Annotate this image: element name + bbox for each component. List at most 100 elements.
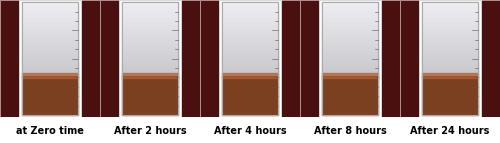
Bar (322, 76, 378, 115)
Bar (422, 57, 478, 61)
Bar (122, 17, 178, 21)
Bar (422, 68, 478, 72)
Bar (122, 68, 178, 72)
Bar (222, 35, 278, 39)
Bar (22, 24, 78, 28)
Bar (222, 54, 278, 57)
Bar (422, 17, 478, 21)
Text: After 8 hours: After 8 hours (314, 126, 386, 136)
Bar (22, 76, 78, 115)
Bar (322, 28, 378, 32)
Bar (422, 2, 478, 115)
Bar (122, 43, 178, 46)
Bar (122, 13, 178, 17)
Bar (22, 68, 78, 72)
Bar (422, 43, 478, 46)
Bar (322, 24, 378, 28)
Bar (322, 13, 378, 17)
Bar (22, 64, 78, 68)
Bar (222, 68, 278, 72)
Bar (22, 17, 78, 21)
Bar (422, 50, 478, 54)
Bar (422, 73, 478, 78)
Bar (422, 24, 478, 28)
Bar (322, 43, 378, 46)
Bar (222, 17, 278, 21)
Bar (82, 0, 100, 117)
Bar (22, 13, 78, 17)
Bar (122, 28, 178, 32)
Bar (22, 61, 78, 64)
Bar (22, 28, 78, 32)
Bar (322, 50, 378, 54)
Bar (422, 76, 478, 115)
Bar (122, 72, 178, 76)
Bar (122, 39, 178, 43)
Bar (322, 32, 378, 35)
Bar (22, 10, 78, 13)
Bar (322, 21, 378, 24)
Bar (322, 6, 378, 10)
Bar (322, 2, 378, 115)
Text: After 4 hours: After 4 hours (214, 126, 286, 136)
Bar (322, 68, 378, 72)
Bar (122, 32, 178, 35)
Bar (422, 2, 478, 6)
Bar (22, 2, 78, 115)
Bar (222, 64, 278, 68)
Bar (422, 61, 478, 64)
Bar (222, 43, 278, 46)
Bar (322, 35, 378, 39)
Bar (22, 21, 78, 24)
Bar (422, 6, 478, 10)
Bar (322, 2, 378, 6)
Text: After 2 hours: After 2 hours (114, 126, 186, 136)
Bar (222, 28, 278, 32)
Bar (22, 72, 78, 76)
Bar (222, 50, 278, 54)
Bar (422, 32, 478, 35)
Bar (300, 0, 318, 117)
Bar (22, 6, 78, 10)
Bar (322, 39, 378, 43)
Bar (282, 0, 300, 117)
Bar (22, 32, 78, 35)
Bar (222, 76, 278, 115)
Bar (322, 17, 378, 21)
Bar (222, 13, 278, 17)
Bar (122, 46, 178, 50)
Bar (200, 0, 218, 117)
Bar (122, 76, 178, 115)
Bar (22, 2, 78, 76)
Bar (22, 43, 78, 46)
Bar (322, 46, 378, 50)
Bar (422, 10, 478, 13)
Bar (122, 2, 178, 76)
Bar (122, 61, 178, 64)
Bar (22, 46, 78, 50)
Bar (222, 46, 278, 50)
Bar (422, 21, 478, 24)
Bar (100, 0, 118, 117)
Bar (122, 6, 178, 10)
Bar (322, 72, 378, 76)
Bar (222, 72, 278, 76)
Bar (222, 57, 278, 61)
Bar (382, 0, 400, 117)
Bar (182, 0, 200, 117)
Bar (422, 13, 478, 17)
Bar (122, 10, 178, 13)
Bar (22, 54, 78, 57)
Bar (22, 35, 78, 39)
Bar (122, 57, 178, 61)
Bar (122, 2, 178, 115)
Bar (222, 2, 278, 76)
Bar (122, 21, 178, 24)
Bar (482, 0, 500, 117)
Bar (22, 50, 78, 54)
Bar (322, 73, 378, 78)
Bar (122, 24, 178, 28)
Text: After 24 hours: After 24 hours (410, 126, 490, 136)
Bar (422, 39, 478, 43)
Bar (322, 61, 378, 64)
